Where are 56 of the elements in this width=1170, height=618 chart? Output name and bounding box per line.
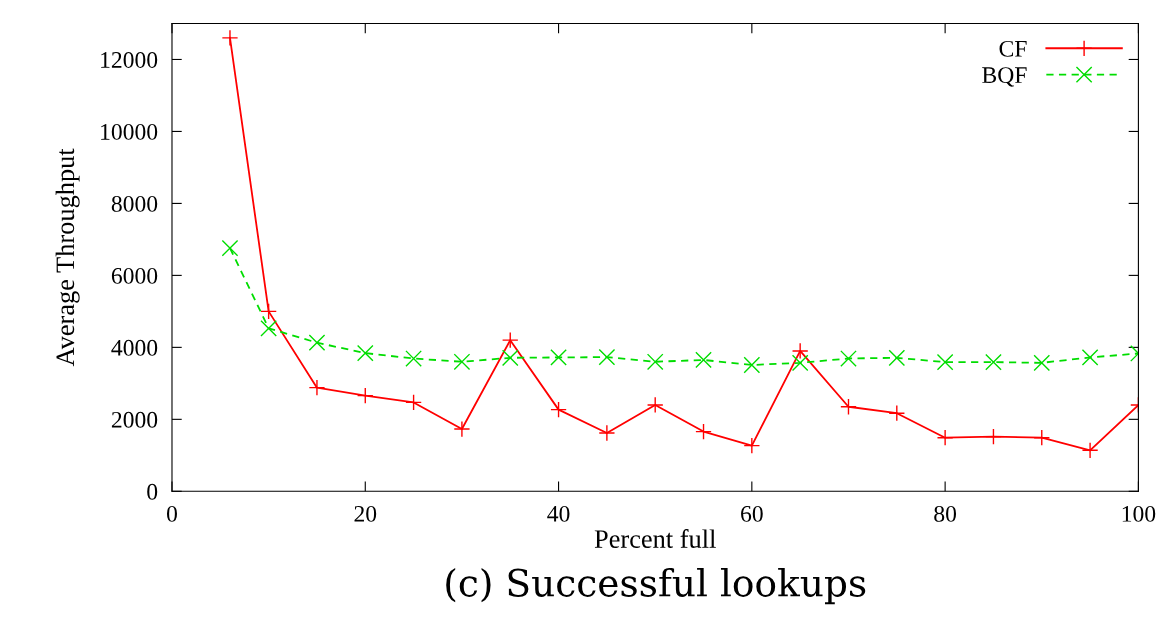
point (646, 396, 664, 414)
point (985, 353, 1002, 371)
point (501, 349, 519, 367)
legend-label: CF (999, 40, 1027, 57)
text: (c) Successful lookups (446, 567, 866, 605)
point (1081, 349, 1099, 366)
point (221, 29, 239, 47)
point (221, 239, 239, 257)
point (356, 344, 374, 362)
y-tick-label: 10000 (101, 123, 158, 140)
y-tick-label: 12000 (101, 51, 158, 68)
point (840, 398, 857, 416)
point (646, 353, 664, 371)
x-tick-label: 40 (547, 505, 570, 522)
point (453, 420, 471, 438)
x-tick-label: 100 (1122, 505, 1156, 522)
point (1081, 441, 1099, 459)
point (840, 350, 857, 367)
x-tick-label: 0 (166, 505, 177, 522)
x-tick-label: 60 (741, 505, 763, 522)
y-axis-title: Average Throughput (55, 148, 80, 367)
point (405, 394, 422, 411)
y-tick-label: 8000 (111, 195, 158, 212)
point (550, 401, 567, 418)
point (743, 437, 761, 454)
point (888, 349, 906, 367)
y-tick-label: 2000 (111, 411, 158, 428)
point (501, 331, 519, 349)
point (356, 387, 374, 404)
point (695, 351, 712, 369)
y-tick-label: 4000 (111, 339, 158, 356)
point (260, 319, 277, 337)
point (598, 424, 616, 442)
x-tick-label: 20 (354, 505, 377, 522)
point (308, 379, 326, 397)
point (260, 303, 277, 320)
point (791, 342, 809, 360)
legend-label: BQF (982, 67, 1027, 87)
x-tick-label: 80 (934, 505, 957, 522)
point (936, 429, 954, 447)
point (695, 423, 712, 440)
y-tick-label: 0 (147, 483, 158, 500)
point (791, 354, 809, 372)
point (405, 350, 422, 367)
x-axis-title: Percent full (594, 529, 716, 548)
point (453, 353, 471, 371)
point (550, 349, 567, 366)
point (1033, 354, 1051, 372)
point (1033, 429, 1051, 447)
point (936, 353, 954, 371)
point (888, 404, 906, 422)
point (743, 356, 761, 374)
point (598, 348, 616, 366)
point (985, 428, 1002, 445)
point (308, 334, 326, 352)
y-tick-label: 6000 (111, 267, 158, 284)
